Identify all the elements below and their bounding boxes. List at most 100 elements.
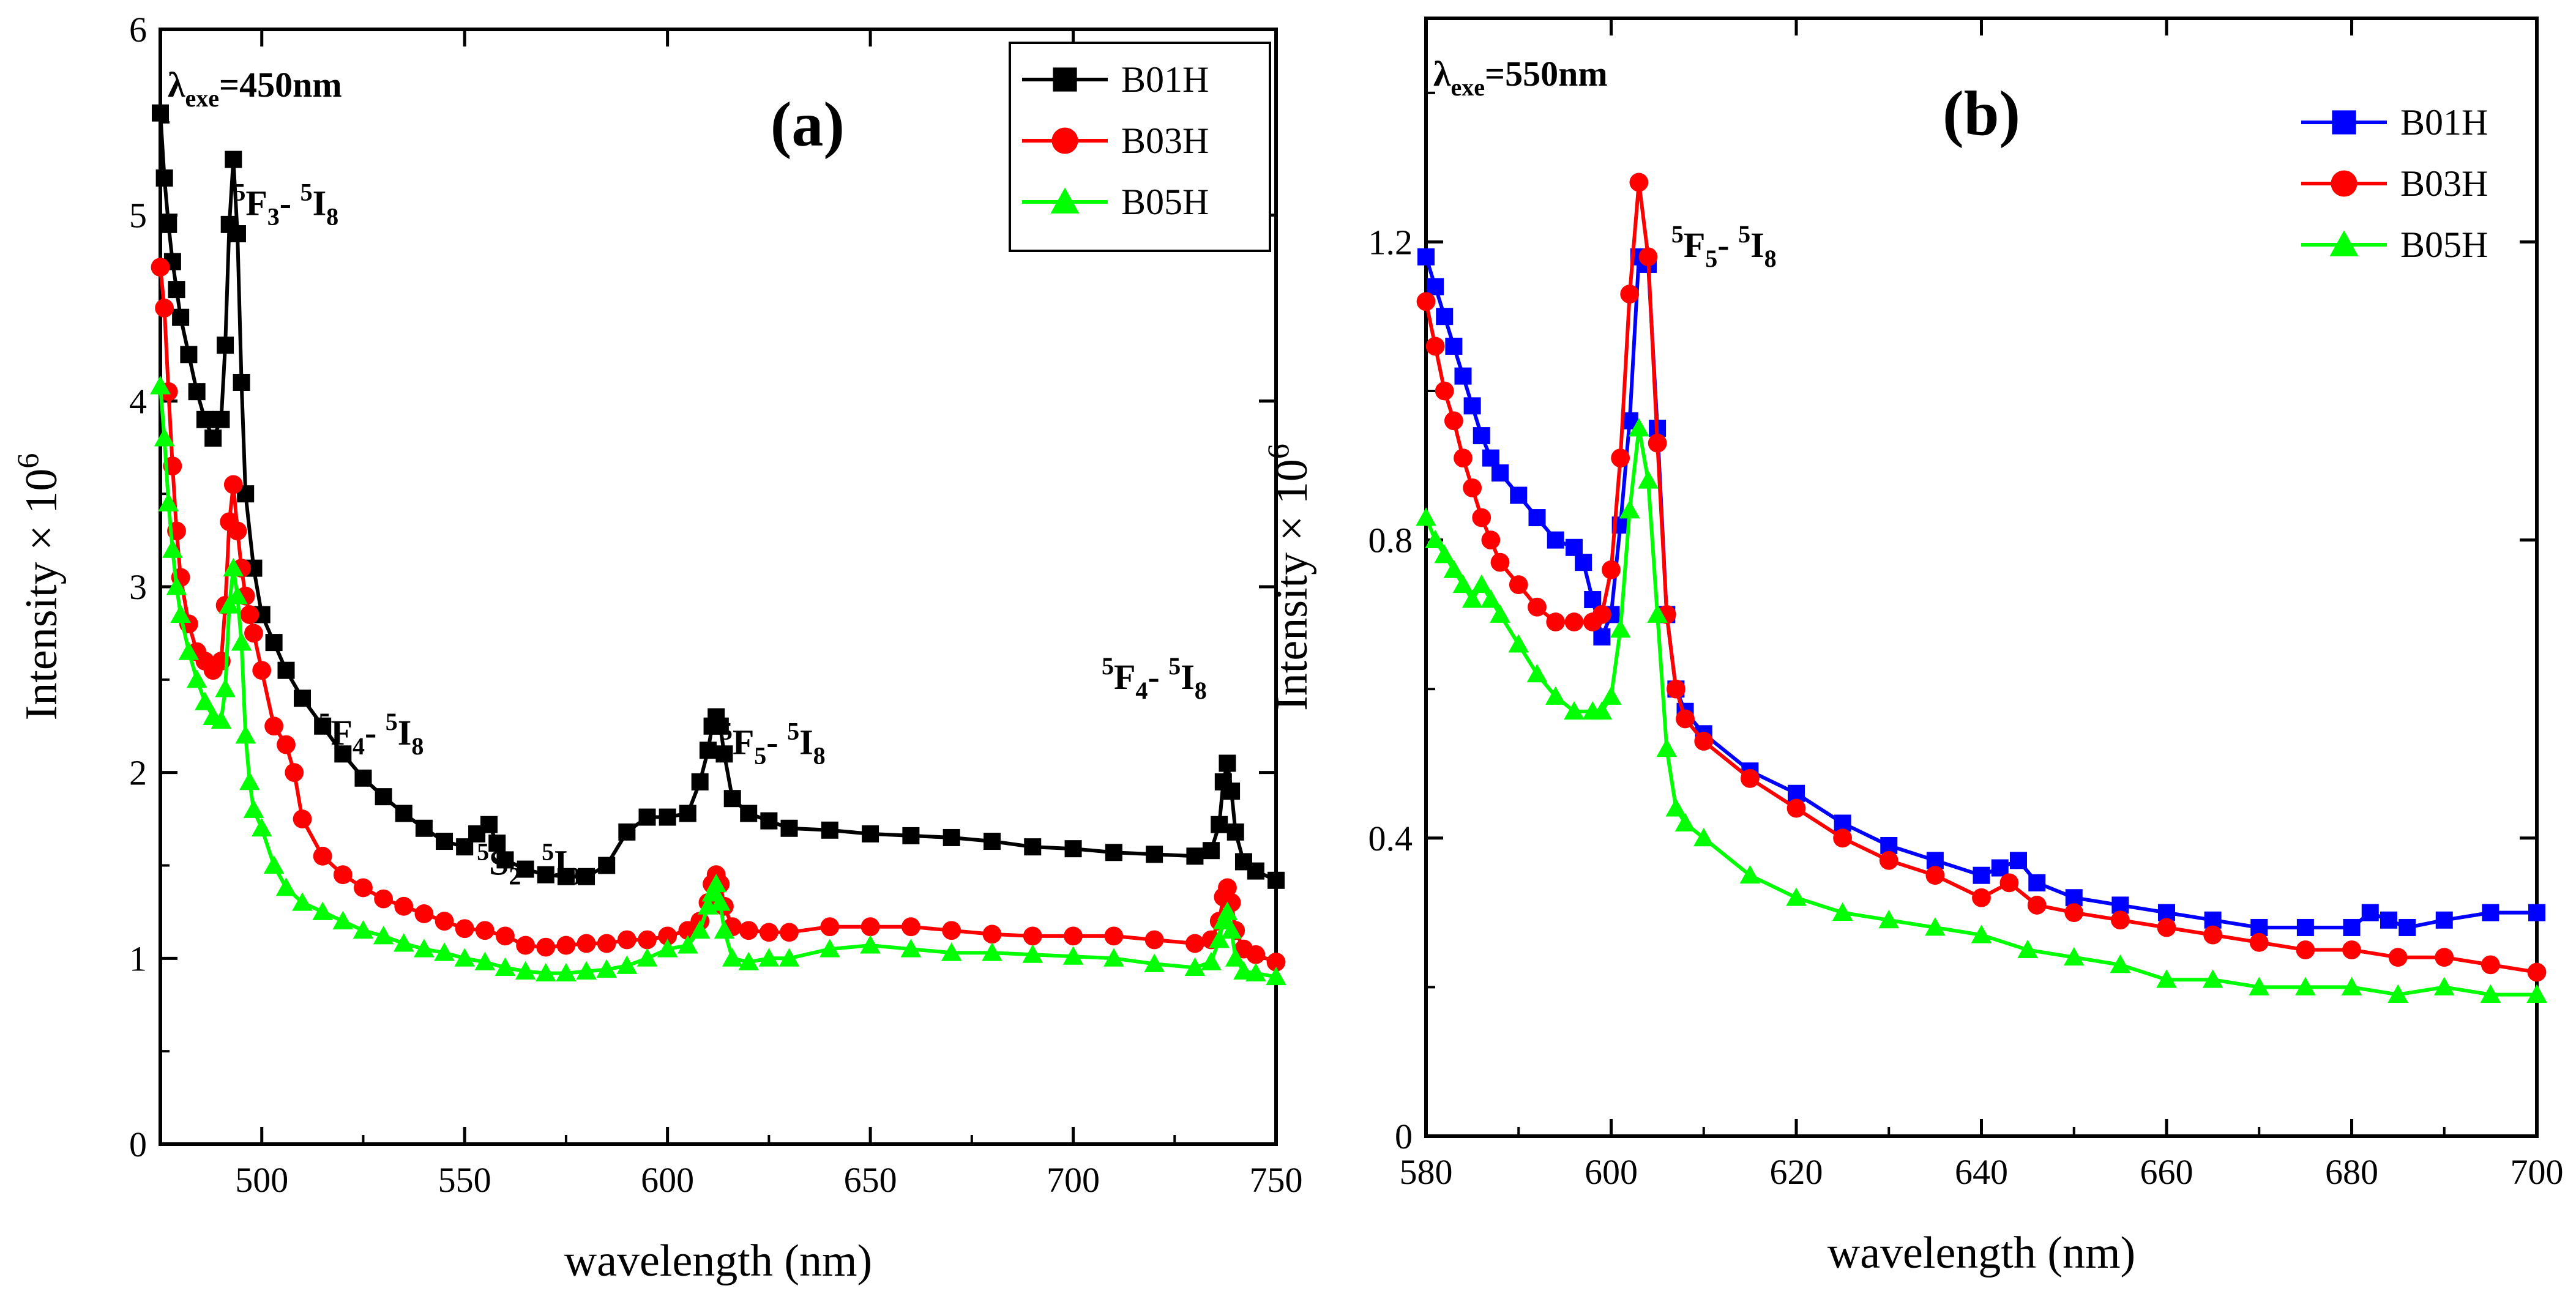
transition-upper-level: 4 — [353, 732, 365, 760]
data-point-a-B05H — [1245, 962, 1266, 982]
data-point-a-B01H — [659, 808, 676, 826]
x-tick-label-a: 600 — [641, 1160, 694, 1200]
data-point-b-B03H — [2296, 940, 2315, 959]
data-point-a-B03H — [982, 924, 1002, 944]
transition-upper: S — [489, 843, 509, 883]
data-point-a-B03H — [223, 475, 243, 494]
data-point-a-B01H — [1024, 838, 1042, 856]
data-point-a-B05H — [251, 817, 272, 837]
data-point-b-B03H — [1435, 381, 1454, 401]
y-tick-label-b: 0.4 — [1368, 819, 1413, 858]
data-point-a-B01H — [715, 745, 733, 763]
data-point-a-B05H — [162, 539, 183, 558]
data-point-b-B03H — [1564, 612, 1584, 631]
excitation-symbol-b: λ — [1433, 54, 1451, 94]
data-point-a-B05H — [211, 710, 232, 729]
data-point-a-B05H — [393, 933, 414, 952]
data-point-a-B03H — [435, 912, 454, 931]
transition-label-b1: 5F5- 5I8 — [1671, 220, 1777, 272]
data-point-a-B05H — [353, 920, 374, 939]
transition-sup: 5 — [1738, 220, 1750, 248]
data-point-a-B03H — [394, 896, 414, 916]
data-point-b-B03H — [1629, 173, 1649, 192]
data-point-a-B03H — [1144, 930, 1164, 950]
data-point-b-B05H — [2110, 954, 2131, 973]
data-point-a-B01H — [598, 857, 616, 874]
data-point-a-B01H — [314, 717, 332, 735]
data-point-b-B01H — [1584, 591, 1602, 609]
data-point-a-B01H — [1226, 823, 1244, 841]
data-point-a-B01H — [228, 225, 246, 243]
transition-upper-level: 5 — [754, 742, 766, 769]
legend-swatch-marker-b-B05H — [2329, 230, 2359, 256]
data-point-a-B03H — [313, 846, 332, 866]
y-tick-label-a: 0 — [129, 1125, 147, 1164]
data-point-a-B05H — [722, 948, 743, 967]
data-point-b-B01H — [1973, 866, 1990, 884]
data-point-a-B01H — [168, 281, 185, 299]
data-point-a-B01H — [1186, 847, 1204, 865]
data-point-a-B05H — [243, 799, 264, 818]
transition-sup: 5 — [233, 179, 245, 206]
data-point-a-B01H — [578, 868, 595, 885]
transition-lower-level: 8 — [813, 742, 826, 769]
data-point-b-B05H — [1545, 686, 1566, 705]
data-point-a-B05H — [292, 892, 313, 911]
data-point-b-B05H — [1739, 865, 1761, 884]
data-point-b-B05H — [1971, 924, 1992, 943]
data-point-b-B01H — [2435, 911, 2453, 929]
y-axis-title-text-b: Intensity × 10 — [1267, 459, 1317, 711]
data-point-b-B03H — [2527, 962, 2547, 982]
data-point-b-B01H — [2296, 918, 2314, 936]
data-point-a-B05H — [900, 939, 922, 958]
data-point-b-B05H — [1600, 686, 1622, 705]
x-tick-label-a: 500 — [235, 1160, 288, 1200]
data-point-b-B01H — [2380, 911, 2397, 929]
legend-b: B01H B03H B05H — [2301, 102, 2488, 265]
legend-a: B01H B03H B05H — [1009, 42, 1271, 252]
data-point-a-B03H — [536, 937, 556, 957]
data-point-a-B05H — [166, 576, 187, 595]
data-point-a-B03H — [780, 923, 799, 942]
data-point-a-B01H — [1064, 840, 1082, 858]
x-tick-label-a: 650 — [844, 1160, 897, 1200]
data-point-b-B03H — [2481, 955, 2500, 975]
data-point-a-B03H — [861, 917, 880, 937]
data-point-b-B03H — [2249, 932, 2269, 952]
data-point-b-B01H — [2482, 904, 2499, 921]
data-point-b-B03H — [2157, 918, 2176, 937]
data-point-a-B03H — [252, 661, 272, 680]
transition-sup: 5 — [301, 179, 313, 206]
data-point-a-B01H — [1146, 846, 1163, 863]
transition-lower-level: 8 — [568, 863, 580, 890]
data-point-a-B01H — [204, 430, 222, 447]
legend-label-a-B01H: B01H — [1121, 59, 1209, 100]
x-tick-label-b: 660 — [2140, 1152, 2193, 1192]
data-point-b-B05H — [1693, 828, 1714, 847]
data-point-b-B03H — [1611, 448, 1630, 468]
data-point-a-B05H — [860, 935, 881, 954]
excitation-symbol-a: λ — [168, 65, 185, 105]
data-point-a-B05H — [596, 959, 617, 978]
y-tick-label-b: 0 — [1395, 1117, 1413, 1156]
data-point-b-B03H — [1972, 888, 1991, 907]
data-point-a-B01H — [188, 383, 206, 401]
data-point-b-B03H — [1638, 247, 1658, 267]
data-point-b-B05H — [1462, 589, 1483, 608]
data-point-a-B01H — [496, 851, 514, 869]
data-point-a-B01H — [1223, 783, 1241, 800]
data-point-a-B05H — [186, 669, 207, 688]
data-point-a-B03H — [901, 917, 920, 937]
x-tick-label-a: 750 — [1250, 1160, 1303, 1200]
transition-sup: 5 — [386, 708, 398, 735]
transition-sup: 5 — [1102, 652, 1114, 680]
data-point-b-B01H — [2343, 918, 2361, 936]
data-point-b-B05H — [1508, 634, 1529, 653]
data-point-b-B05H — [1647, 604, 1668, 623]
data-point-a-B01H — [480, 816, 498, 833]
data-point-a-B03H — [820, 917, 840, 937]
data-point-a-B05H — [1221, 920, 1242, 939]
data-point-a-B03H — [942, 921, 961, 940]
data-point-a-B01H — [375, 788, 392, 806]
